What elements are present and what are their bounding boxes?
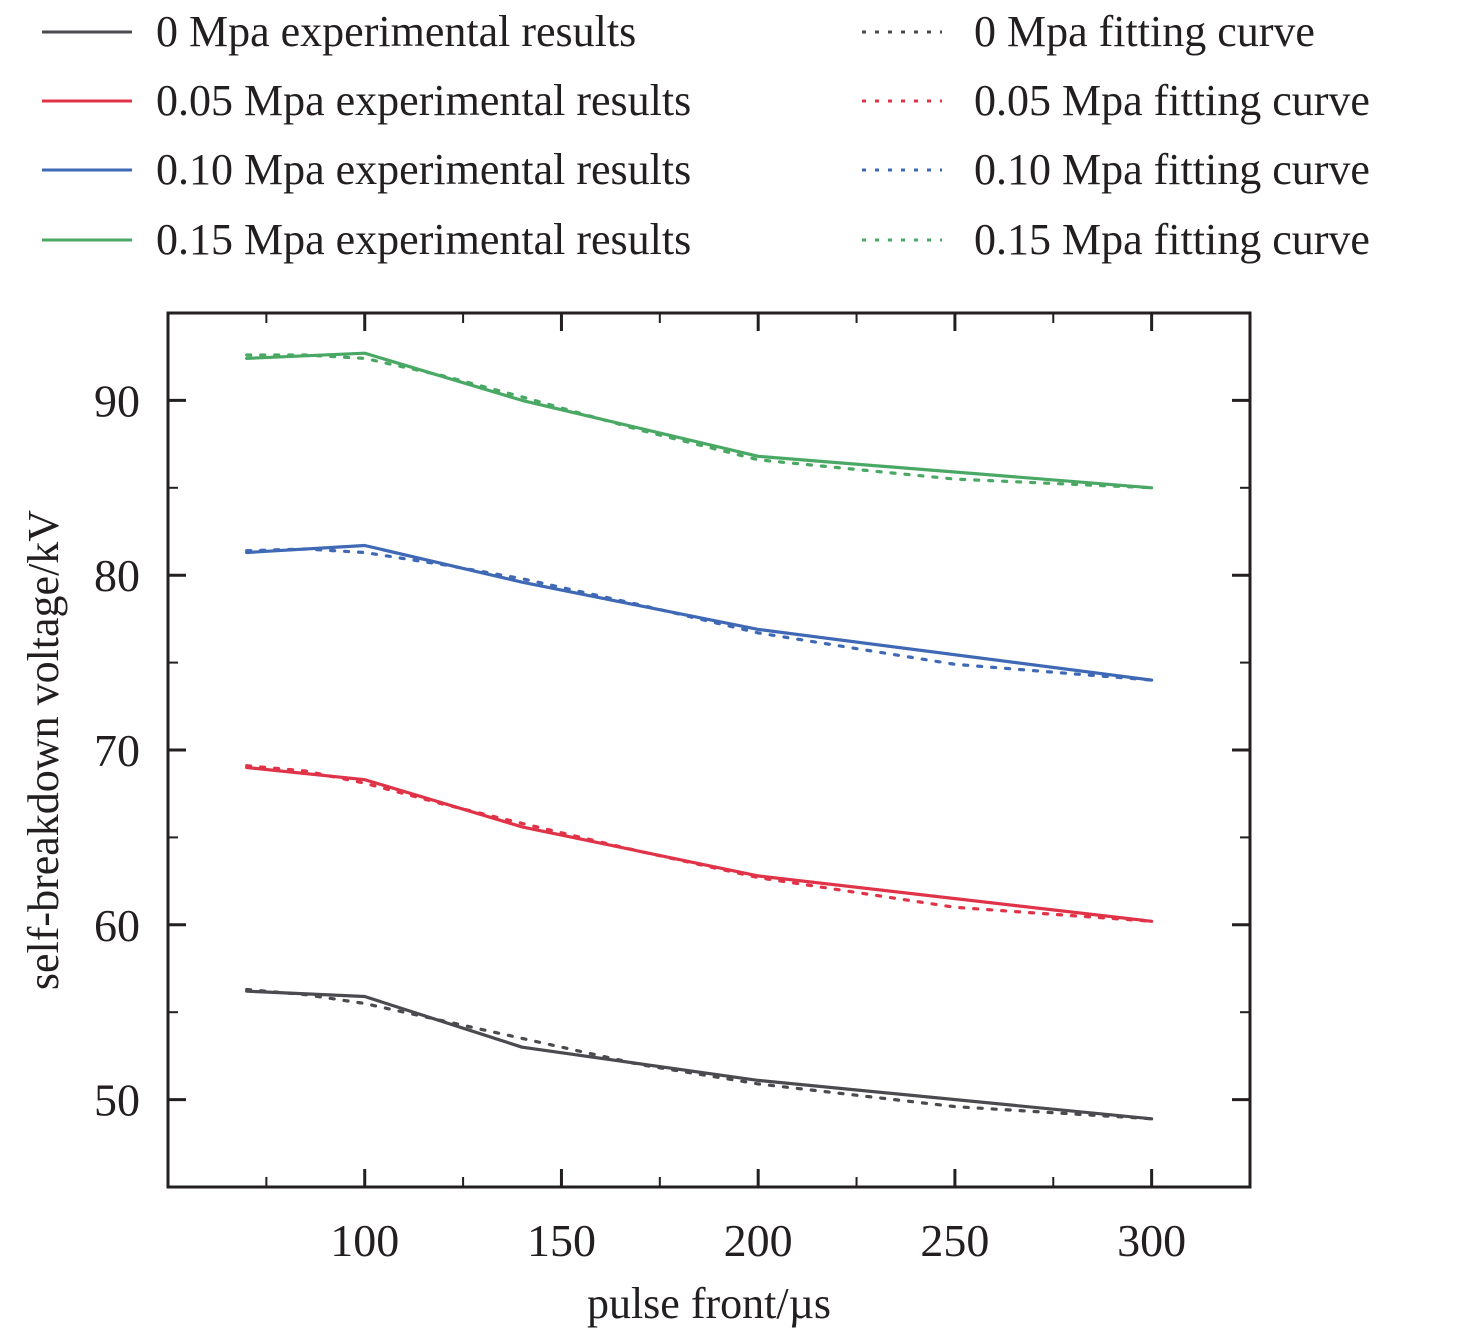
y-tick-label: 90 [94, 375, 140, 426]
series-3 [245, 351, 1154, 490]
y-tick-label: 50 [94, 1075, 140, 1126]
series-0 [245, 989, 1154, 1121]
legend-item: 0.05 Mpa fitting curve [862, 76, 1370, 125]
x-tick-label: 300 [1117, 1215, 1186, 1266]
tick-labels: 100 150 200 250 300 50 60 70 80 90 [94, 375, 1186, 1266]
x-tick-label: 250 [920, 1215, 989, 1266]
series-4 [245, 987, 1154, 1121]
legend: 0 Mpa experimental results 0.05 Mpa exper… [42, 7, 1370, 264]
legend-label: 0.05 Mpa experimental results [156, 76, 691, 125]
legend-label: 0.10 Mpa fitting curve [974, 145, 1370, 194]
y-tick-label: 70 [94, 725, 140, 776]
series-6 [245, 547, 1154, 682]
y-tick-label: 80 [94, 550, 140, 601]
y-tick-label: 60 [94, 900, 140, 951]
legend-label: 0 Mpa fitting curve [974, 7, 1315, 56]
x-axis-title: pulse front/µs [587, 1279, 831, 1328]
legend-item: 0 Mpa fitting curve [862, 7, 1315, 56]
legend-item: 0.15 Mpa experimental results [42, 215, 691, 264]
x-tick-label: 150 [527, 1215, 596, 1266]
fitting-curve-line [245, 764, 1154, 923]
legend-item: 0.10 Mpa fitting curve [862, 145, 1370, 194]
legend-item: 0.15 Mpa fitting curve [862, 215, 1370, 264]
fitting-curve-line [245, 547, 1154, 682]
experimental-line [245, 765, 1154, 923]
series-2 [245, 543, 1154, 682]
fitting-curve-line [245, 987, 1154, 1121]
x-tick-label: 100 [330, 1215, 399, 1266]
fitting-curve-line [245, 353, 1154, 490]
experimental-line [245, 989, 1154, 1121]
legend-label: 0.10 Mpa experimental results [156, 145, 691, 194]
legend-label: 0.15 Mpa experimental results [156, 215, 691, 264]
legend-item: 0.10 Mpa experimental results [42, 145, 691, 194]
legend-label: 0 Mpa experimental results [156, 7, 636, 56]
series-7 [245, 353, 1154, 490]
legend-item: 0 Mpa experimental results [42, 7, 636, 56]
ticks [168, 313, 1250, 1187]
experimental-line [245, 543, 1154, 682]
legend-label: 0.15 Mpa fitting curve [974, 215, 1370, 264]
x-tick-label: 200 [724, 1215, 793, 1266]
series-5 [245, 764, 1154, 923]
experimental-line [245, 351, 1154, 490]
legend-item: 0.05 Mpa experimental results [42, 76, 691, 125]
series-layer [245, 351, 1154, 1121]
y-axis-title: self-breakdown voltage/kV [19, 510, 68, 990]
legend-label: 0.05 Mpa fitting curve [974, 76, 1370, 125]
series-1 [245, 765, 1154, 923]
